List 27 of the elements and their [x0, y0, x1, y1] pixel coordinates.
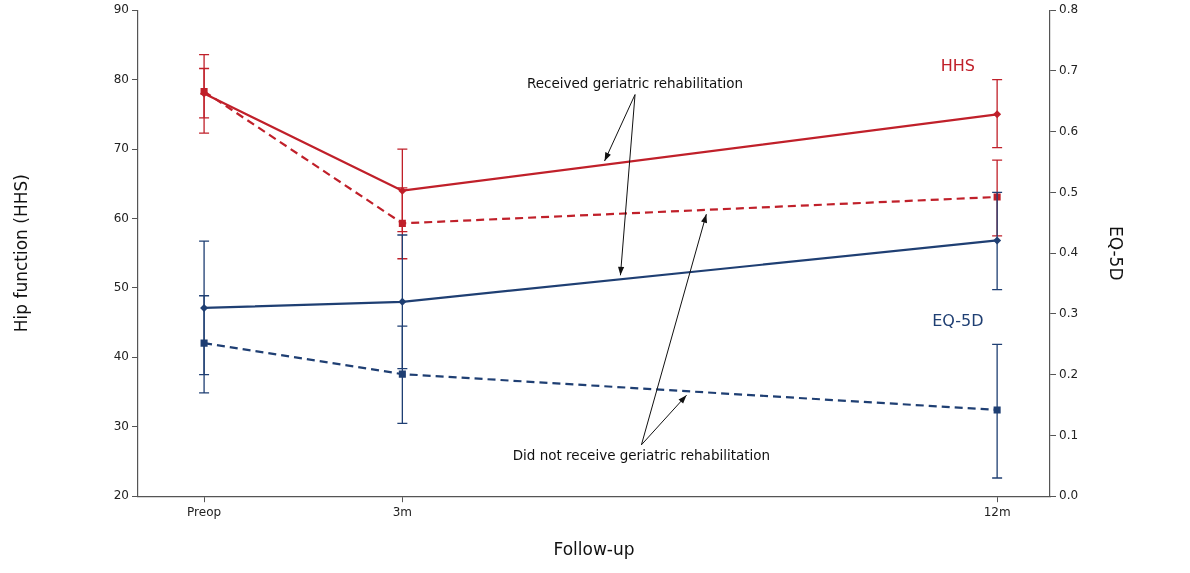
- y-tick-label: 50: [113, 280, 129, 295]
- x-axis-title: Follow-up: [553, 539, 635, 560]
- y-axis-title: Hip function (HHS): [10, 174, 31, 333]
- y2-tick-label: 0.4: [1059, 245, 1079, 260]
- y-tick-label: 20: [113, 488, 129, 503]
- y-tick-label: 40: [113, 349, 129, 364]
- y-tick-label: 30: [113, 418, 129, 433]
- y-tick-label: 70: [113, 141, 129, 156]
- x-tick-label: 3m: [392, 504, 413, 519]
- annotation: Did not receive geriatric rehabilitation: [512, 447, 771, 464]
- annotation: HHS: [940, 55, 975, 75]
- y2-tick-label: 0.1: [1059, 427, 1079, 442]
- y2-tick-label: 0.7: [1059, 63, 1079, 78]
- x-tick-label: Preop: [187, 504, 222, 519]
- y-tick-label: 90: [113, 2, 129, 17]
- y-tick-label: 60: [113, 210, 129, 225]
- y2-tick-label: 0.8: [1059, 2, 1079, 17]
- x-tick-label: 12m: [983, 504, 1011, 519]
- y2-tick-label: 0.2: [1059, 366, 1079, 381]
- y2-tick-label: 0.6: [1059, 123, 1079, 138]
- y2-tick-label: 0.0: [1059, 488, 1079, 503]
- annotation: EQ-5D: [932, 311, 984, 331]
- y2-axis-title: EQ-5D: [1106, 225, 1127, 281]
- annotation: Received geriatric rehabilitation: [526, 75, 744, 92]
- y2-tick-label: 0.5: [1059, 184, 1079, 199]
- y-tick-label: 80: [113, 71, 129, 86]
- y2-tick-label: 0.3: [1059, 306, 1079, 321]
